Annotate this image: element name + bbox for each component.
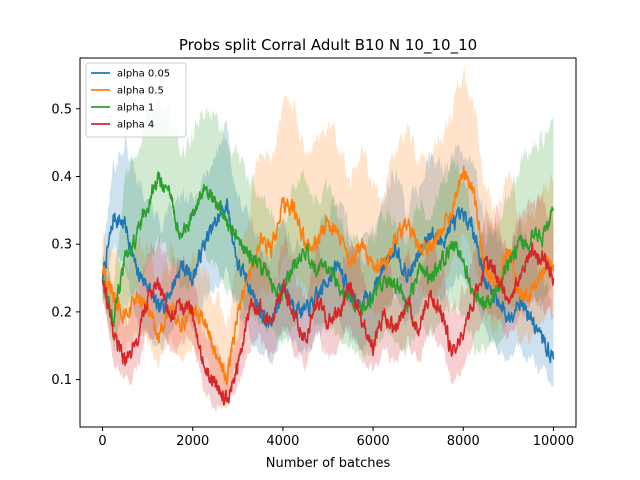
x-tick-label: 4000 <box>266 434 299 449</box>
x-tick-label: 2000 <box>176 434 209 449</box>
x-tick-label: 10000 <box>533 434 574 449</box>
y-axis: 0.1 0.2 0.3 0.4 0.5 <box>51 102 80 388</box>
y-tick-label: 0.4 <box>51 170 72 185</box>
legend-box <box>85 62 187 138</box>
series-line-alpha-0-05 <box>101 198 555 364</box>
plot-area-frame <box>79 57 577 428</box>
x-axis-title: Number of batches <box>266 456 391 471</box>
band-alpha-0-05 <box>102 118 554 387</box>
band-alpha-1 <box>102 94 554 365</box>
legend-label: alpha 0.05 <box>117 69 170 80</box>
x-tick-label: 8000 <box>447 434 480 449</box>
y-tick-label: 0.1 <box>51 373 72 388</box>
x-axis: 0 2000 4000 6000 8000 10000 <box>98 427 574 449</box>
legend-label: alpha 1 <box>117 103 154 114</box>
legend: alpha 0.05 alpha 0.5 alpha 1 alpha 4 <box>85 62 187 138</box>
series-line-alpha-4 <box>101 242 555 406</box>
y-tick-label: 0.3 <box>51 238 72 253</box>
x-tick-label: 0 <box>98 434 106 449</box>
series-line-alpha-1 <box>102 171 555 328</box>
legend-label: alpha 4 <box>117 120 154 131</box>
series-lines <box>101 165 555 406</box>
chart-title: Probs split Corral Adult B10 N 10_10_10 <box>179 36 477 55</box>
y-tick-label: 0.5 <box>51 102 72 117</box>
x-tick-label: 6000 <box>357 434 390 449</box>
legend-label: alpha 0.5 <box>117 86 164 97</box>
series-line-alpha-0-5 <box>101 165 555 386</box>
y-tick-label: 0.2 <box>51 305 72 320</box>
band-alpha-0-5 <box>102 65 554 410</box>
